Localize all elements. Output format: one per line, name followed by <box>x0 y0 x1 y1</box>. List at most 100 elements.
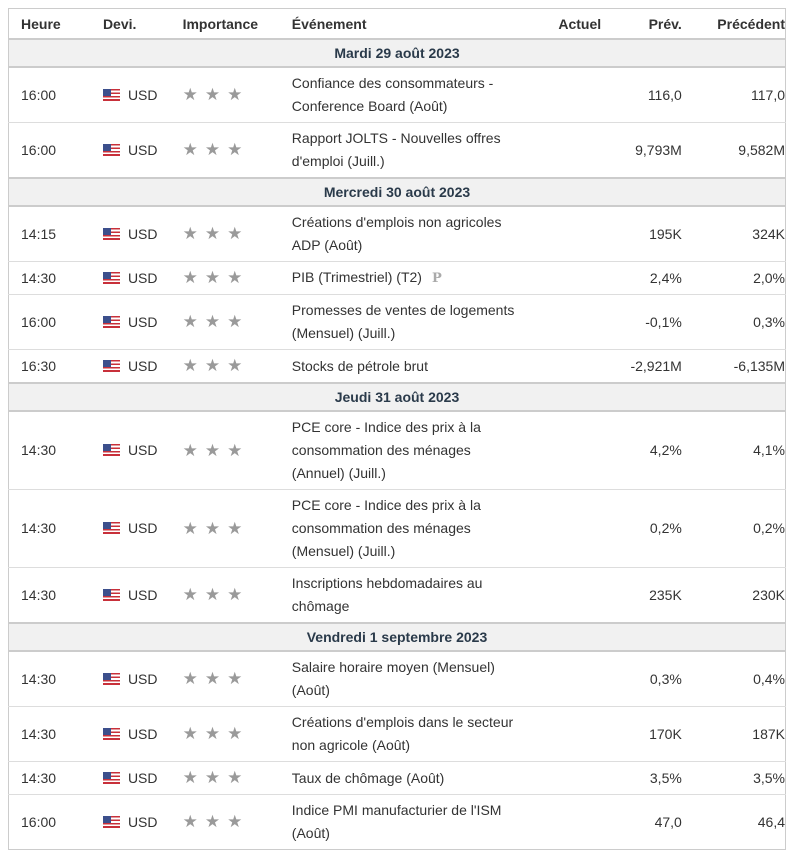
importance-stars: ★ ★ ★ <box>182 794 292 850</box>
col-forecast[interactable]: Prév. <box>601 8 682 40</box>
event-time: 14:30 <box>8 706 103 762</box>
event-previous: 117,0 <box>681 66 786 123</box>
event-row[interactable]: 16:00 USD ★ ★ ★ Indice PMI manufacturier de l… <box>8 794 786 850</box>
event-time: 16:00 <box>8 294 103 350</box>
event-name-cell[interactable]: Créations d'emplois non agricoles ADP (A… <box>291 205 517 262</box>
event-time: 14:30 <box>8 489 103 568</box>
event-name[interactable]: Confiance des consommateurs - Conference… <box>291 75 494 114</box>
event-name-cell[interactable]: Promesses de ventes de logements (Mensue… <box>291 294 517 350</box>
us-flag-icon <box>102 88 120 101</box>
currency-code: USD <box>127 586 158 603</box>
star-icon: ★ <box>204 356 221 375</box>
event-row[interactable]: 14:30 USD ★ ★ ★ Taux de chômage (Août) 3,5% 3,5… <box>8 761 786 795</box>
event-name-cell[interactable]: Salaire horaire moyen (Mensuel) (Août) <box>291 650 517 707</box>
importance-stars: ★ ★ ★ <box>182 489 292 568</box>
event-name[interactable]: Rapport JOLTS - Nouvelles offres d'emplo… <box>291 130 501 169</box>
currency-code: USD <box>127 813 158 830</box>
event-name[interactable]: Indice PMI manufacturier de l'ISM (Août) <box>291 802 502 841</box>
importance-stars: ★ ★ ★ <box>182 706 292 762</box>
importance-stars: ★ ★ ★ <box>182 261 292 295</box>
event-name[interactable]: Inscriptions hebdomadaires au chômage <box>291 575 483 614</box>
currency-code: USD <box>127 225 158 242</box>
event-row[interactable]: 16:00 USD ★ ★ ★ Promesses de ventes de logeme… <box>8 294 786 350</box>
event-name-cell[interactable]: Stocks de pétrole brut <box>291 349 517 383</box>
event-forecast: -2,921M <box>601 349 682 383</box>
currency-code: USD <box>127 520 158 536</box>
star-icon: ★ <box>182 85 198 104</box>
event-time: 14:30 <box>8 650 103 707</box>
event-actual <box>516 567 602 623</box>
star-icon: ★ <box>227 85 243 104</box>
day-label: Vendredi 1 septembre 2023 <box>8 622 786 652</box>
event-time: 14:30 <box>8 567 103 623</box>
event-row[interactable]: 14:30 USD ★ ★ ★ PIB (Trimestriel) (T2) P 2,4% 2,… <box>8 261 786 295</box>
star-icon: ★ <box>204 224 221 243</box>
event-name-cell[interactable]: PIB (Trimestriel) (T2) P <box>291 261 517 295</box>
importance-stars: ★ ★ ★ <box>182 122 292 178</box>
event-name-cell[interactable]: PCE core - Indice des prix à la consomma… <box>291 489 517 568</box>
importance-stars: ★ ★ ★ <box>182 66 292 123</box>
event-actual <box>516 761 602 795</box>
event-row[interactable]: 14:30 USD ★ ★ ★ PCE core - Indice des prix à … <box>8 489 786 568</box>
star-icon: ★ <box>204 440 221 460</box>
event-name[interactable]: PCE core - Indice des prix à la consomma… <box>291 419 481 481</box>
event-currency: USD <box>102 761 183 795</box>
event-name-cell[interactable]: Créations d'emplois dans le secteur non … <box>291 706 517 762</box>
col-time[interactable]: Heure <box>8 8 103 40</box>
event-actual <box>516 489 602 568</box>
event-name[interactable]: Stocks de pétrole brut <box>291 357 428 374</box>
star-icon: ★ <box>182 669 198 688</box>
star-icon: ★ <box>204 585 221 604</box>
star-icon: ★ <box>182 724 198 743</box>
event-name-cell[interactable]: Taux de chômage (Août) <box>291 761 517 795</box>
event-name-cell[interactable]: PCE core - Indice des prix à la consomma… <box>291 410 517 490</box>
event-name-cell[interactable]: Indice PMI manufacturier de l'ISM (Août) <box>291 794 517 850</box>
event-currency: USD <box>102 294 183 350</box>
day-label: Mercredi 30 août 2023 <box>8 177 786 207</box>
event-row[interactable]: 16:00 USD ★ ★ ★ Confiance des consommateurs -… <box>8 66 786 123</box>
importance-stars: ★ ★ ★ <box>182 410 292 490</box>
currency-code: USD <box>127 141 158 158</box>
event-name[interactable]: Créations d'emplois non agricoles ADP (A… <box>291 214 502 253</box>
event-row[interactable]: 14:30 USD ★ ★ ★ Salaire horaire moyen (Mensue… <box>8 650 786 707</box>
col-importance[interactable]: Importance <box>182 8 292 40</box>
us-flag-icon <box>102 727 120 740</box>
event-name[interactable]: Salaire horaire moyen (Mensuel) (Août) <box>291 659 495 698</box>
event-forecast: 0,3% <box>601 650 682 707</box>
event-currency: USD <box>102 706 183 762</box>
event-name-cell[interactable]: Inscriptions hebdomadaires au chômage <box>291 567 517 623</box>
col-previous[interactable]: Précédent <box>681 8 786 40</box>
col-event[interactable]: Événement <box>291 8 517 40</box>
star-icon: ★ <box>182 356 198 375</box>
event-previous: 3,5% <box>681 761 786 795</box>
event-name[interactable]: Créations d'emplois dans le secteur non … <box>291 714 514 753</box>
us-flag-icon <box>102 771 120 784</box>
event-currency: USD <box>102 66 183 123</box>
star-icon: ★ <box>227 268 243 287</box>
event-previous: 4,1% <box>681 410 786 490</box>
event-row[interactable]: 14:30 USD ★ ★ ★ Créations d'emplois dans le s… <box>8 706 786 762</box>
us-flag-icon <box>102 227 120 240</box>
day-label: Mardi 29 août 2023 <box>8 38 786 68</box>
star-icon: ★ <box>227 518 243 538</box>
event-row[interactable]: 16:30 USD ★ ★ ★ Stocks de pétrole brut -2,921M… <box>8 349 786 383</box>
event-name[interactable]: Promesses de ventes de logements (Mensue… <box>291 302 515 341</box>
event-row[interactable]: 14:30 USD ★ ★ ★ PCE core - Indice des prix à … <box>8 410 786 490</box>
col-currency[interactable]: Devi. <box>102 8 183 40</box>
event-name[interactable]: Taux de chômage (Août) <box>291 769 445 786</box>
event-name[interactable]: PIB (Trimestriel) (T2) <box>291 269 422 285</box>
event-row[interactable]: 14:15 USD ★ ★ ★ Créations d'emplois non agric… <box>8 205 786 262</box>
event-name-cell[interactable]: Confiance des consommateurs - Conference… <box>291 66 517 123</box>
currency-code: USD <box>127 670 158 687</box>
event-name[interactable]: PCE core - Indice des prix à la consomma… <box>291 497 481 559</box>
col-actual[interactable]: Actuel <box>516 8 602 40</box>
event-row[interactable]: 14:30 USD ★ ★ ★ Inscriptions hebdomadaires au… <box>8 567 786 623</box>
star-icon: ★ <box>182 312 198 331</box>
event-name-cell[interactable]: Rapport JOLTS - Nouvelles offres d'emplo… <box>291 122 517 178</box>
us-flag-icon <box>102 271 120 284</box>
star-icon: ★ <box>227 669 243 688</box>
event-actual <box>516 205 602 262</box>
day-header-row: Vendredi 1 septembre 2023 <box>8 622 786 652</box>
importance-stars: ★ ★ ★ <box>182 294 292 350</box>
event-row[interactable]: 16:00 USD ★ ★ ★ Rapport JOLTS - Nouvelles off… <box>8 122 786 178</box>
